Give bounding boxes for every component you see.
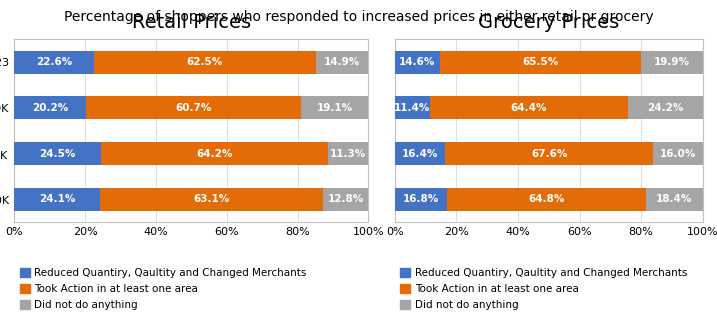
Text: 19.1%: 19.1% (316, 103, 353, 113)
Text: 65.5%: 65.5% (523, 57, 559, 67)
Text: 16.8%: 16.8% (402, 195, 439, 204)
Text: 64.4%: 64.4% (511, 103, 547, 113)
Bar (440, 51, 642, 74)
Text: 11.3%: 11.3% (331, 149, 366, 159)
Text: 20.2%: 20.2% (32, 103, 68, 113)
Legend: Reduced Quantiry, Qaultity and Changed Merchants, Took Action in at least one ar: Reduced Quantiry, Qaultity and Changed M… (19, 268, 306, 310)
Text: 64.2%: 64.2% (196, 149, 233, 159)
Title: Retail Prices: Retail Prices (132, 13, 251, 32)
Bar (646, 188, 703, 211)
Bar (642, 51, 703, 74)
Text: 11.4%: 11.4% (394, 103, 431, 113)
Bar (100, 188, 323, 211)
Bar (323, 188, 369, 211)
Bar (395, 96, 430, 119)
Bar (95, 51, 315, 74)
Text: 12.8%: 12.8% (328, 195, 364, 204)
Bar (430, 96, 628, 119)
Bar (328, 142, 369, 165)
Text: 22.6%: 22.6% (37, 57, 72, 67)
Text: 24.2%: 24.2% (647, 103, 683, 113)
Text: 24.5%: 24.5% (39, 149, 76, 159)
Bar (395, 142, 445, 165)
Text: 18.4%: 18.4% (656, 195, 693, 204)
Bar (447, 188, 646, 211)
Bar (395, 51, 440, 74)
Text: 63.1%: 63.1% (193, 195, 229, 204)
Text: 16.4%: 16.4% (402, 149, 438, 159)
Text: 62.5%: 62.5% (187, 57, 223, 67)
Text: 16.0%: 16.0% (660, 149, 696, 159)
Bar (628, 96, 703, 119)
Text: 14.6%: 14.6% (399, 57, 435, 67)
Text: 24.1%: 24.1% (39, 195, 75, 204)
Bar (445, 142, 653, 165)
Bar (653, 142, 703, 165)
Bar (14, 51, 95, 74)
Bar (315, 51, 369, 74)
Text: 67.6%: 67.6% (531, 149, 568, 159)
Bar (300, 96, 369, 119)
Text: 19.9%: 19.9% (654, 57, 690, 67)
Bar (14, 142, 101, 165)
Text: Percentage of shoppers who responded to increased prices in either retail or gro: Percentage of shoppers who responded to … (64, 10, 653, 24)
Text: 14.9%: 14.9% (324, 57, 360, 67)
Bar (101, 142, 328, 165)
Legend: Reduced Quantiry, Qaultity and Changed Merchants, Took Action in at least one ar: Reduced Quantiry, Qaultity and Changed M… (400, 268, 687, 310)
Bar (14, 96, 86, 119)
Bar (14, 188, 100, 211)
Bar (86, 96, 300, 119)
Bar (395, 188, 447, 211)
Title: Grocery Prices: Grocery Prices (478, 13, 619, 32)
Text: 60.7%: 60.7% (175, 103, 212, 113)
Text: 64.8%: 64.8% (528, 195, 564, 204)
